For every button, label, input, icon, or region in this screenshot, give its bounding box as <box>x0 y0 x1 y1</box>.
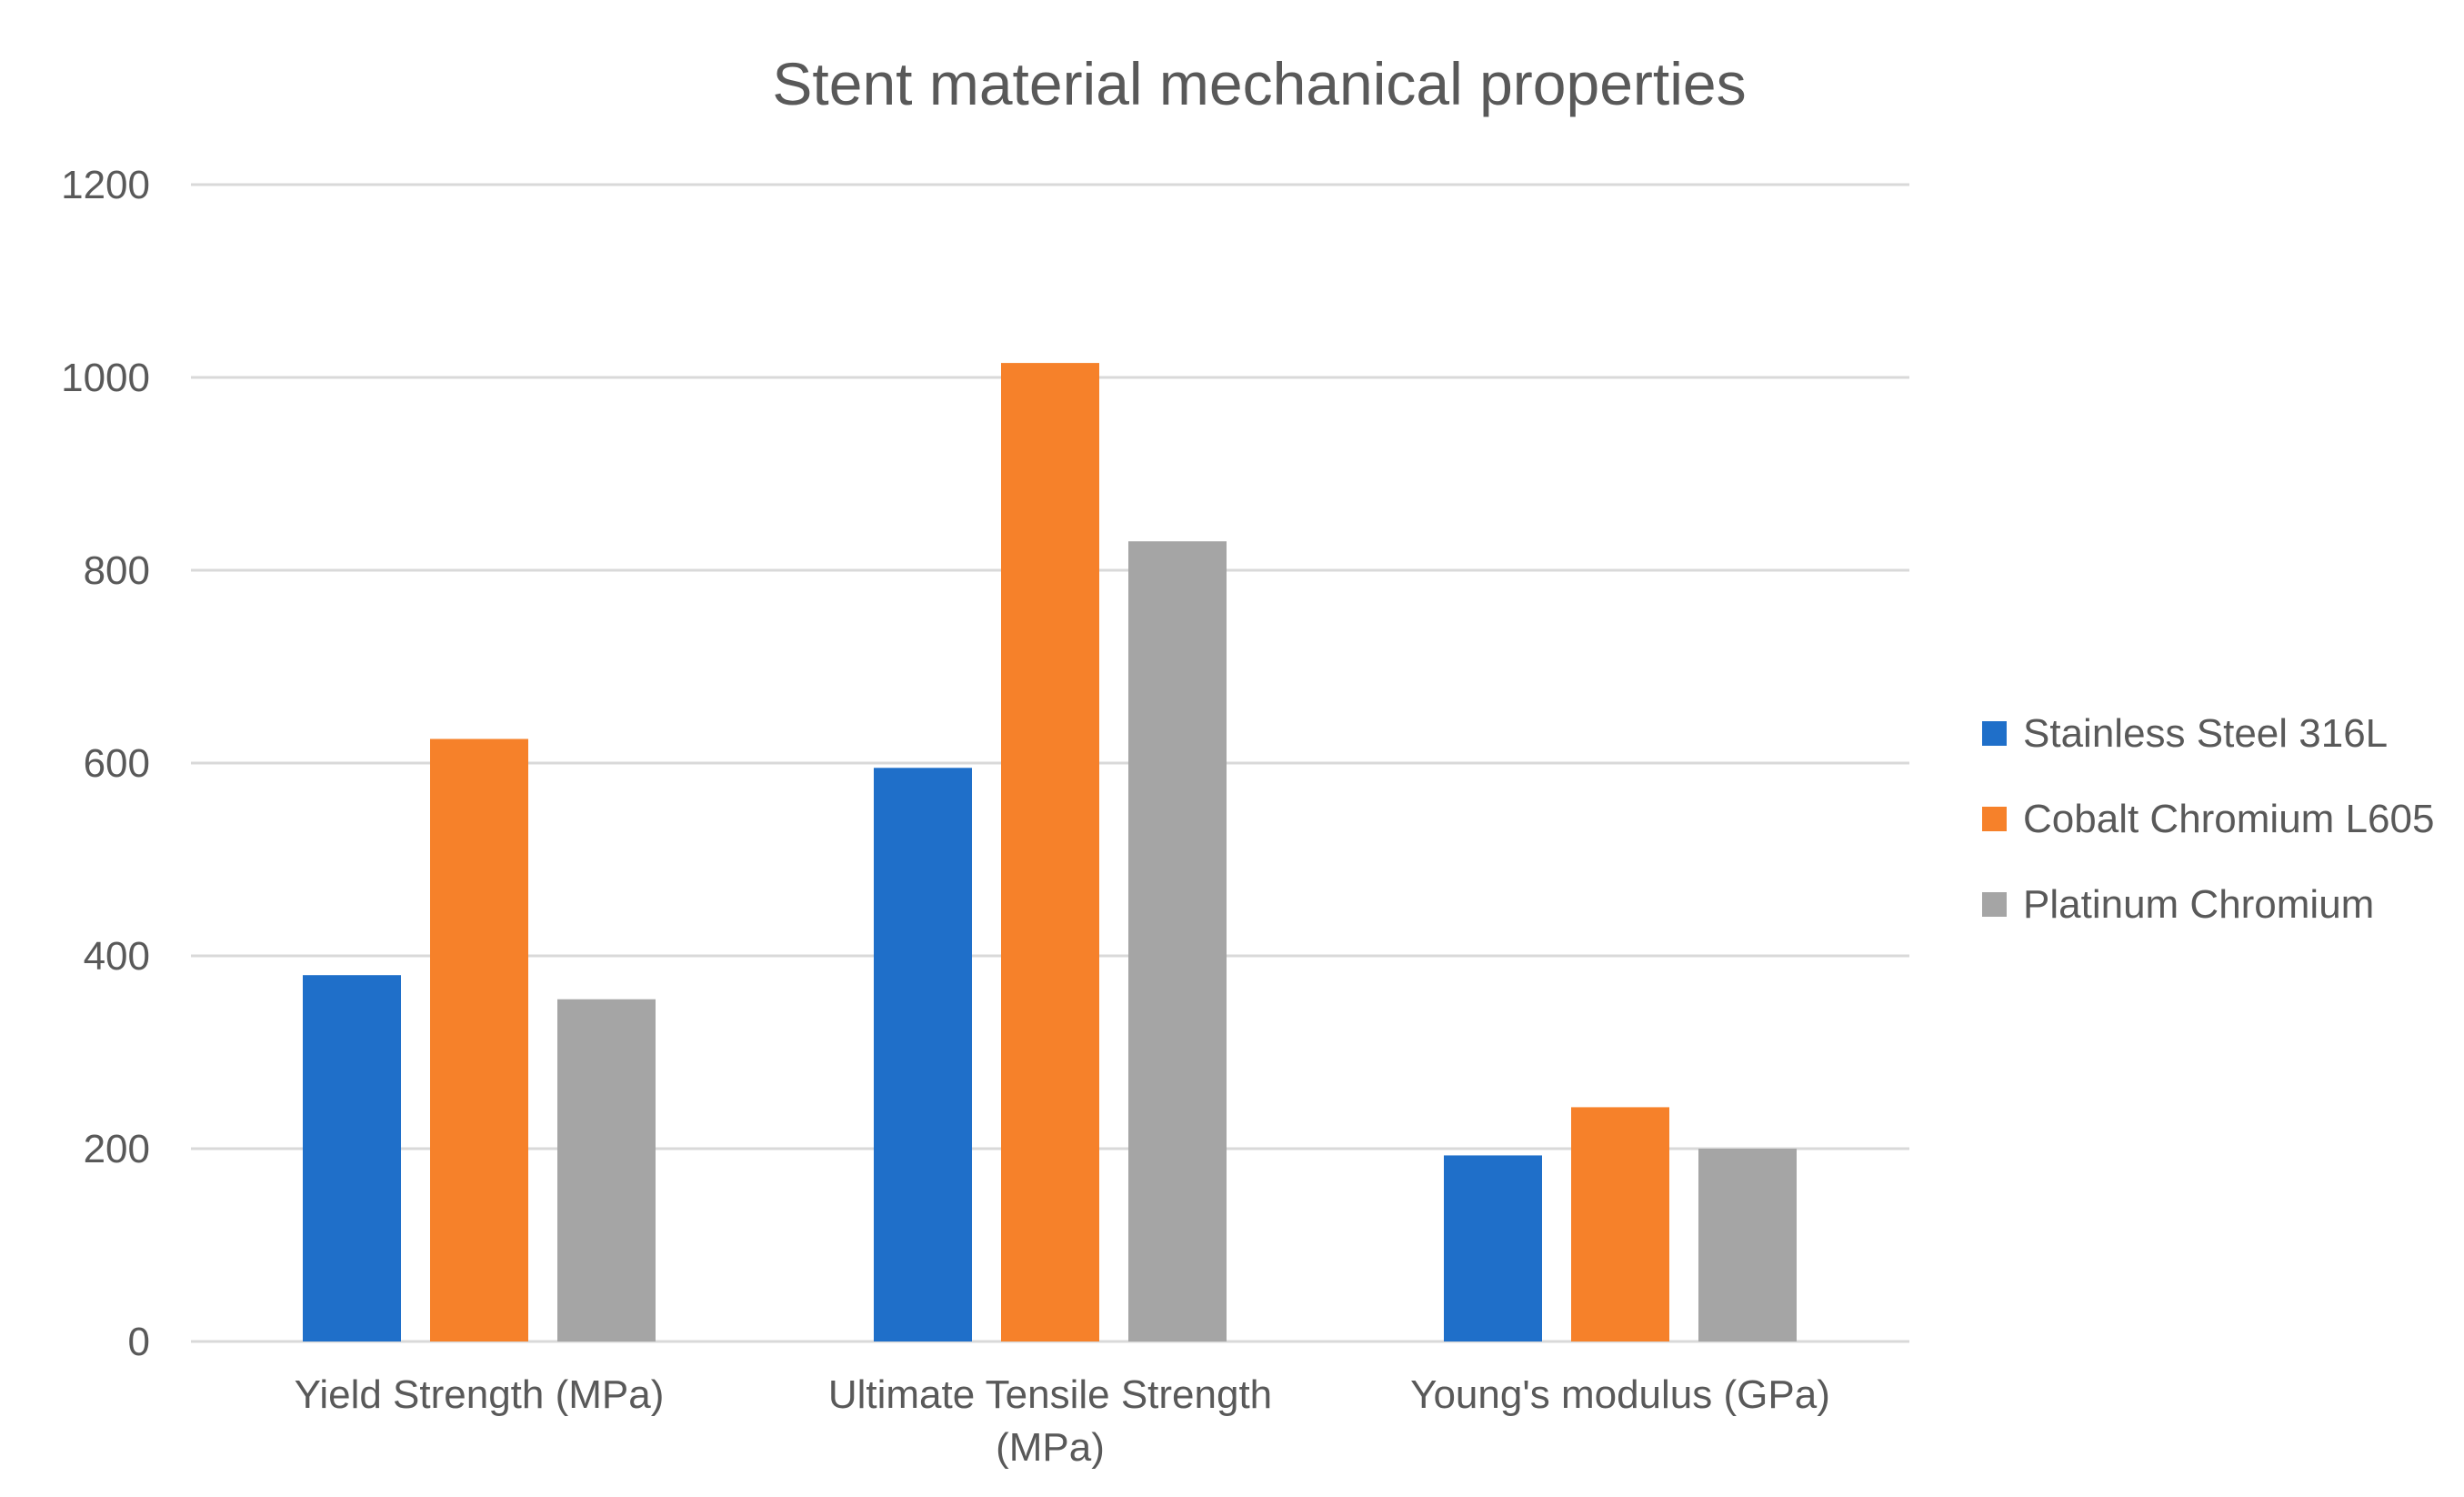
x-category-label: Young's modulus (GPa) <box>1410 1372 1830 1417</box>
bar-cobalt-chromium-l605-2 <box>1571 1107 1669 1341</box>
bar-cobalt-chromium-l605-0 <box>430 738 528 1341</box>
y-tick-label: 400 <box>84 934 150 979</box>
legend-label: Platinum Chromium <box>2023 882 2374 927</box>
bars <box>303 363 1797 1342</box>
bar-stainless-steel-316l-1 <box>874 768 972 1341</box>
bar-stainless-steel-316l-0 <box>303 975 401 1341</box>
bar-stainless-steel-316l-2 <box>1444 1155 1542 1341</box>
bar-platinum-chromium-1 <box>1128 541 1227 1341</box>
x-category-label: Ultimate Tensile Strength <box>828 1372 1272 1417</box>
bar-platinum-chromium-0 <box>557 999 656 1341</box>
x-axis-categories: Yield Strength (MPa) Ultimate Tensile Str… <box>295 1372 1830 1470</box>
legend-swatch <box>1982 807 2007 831</box>
chart-title: Stent material mechanical properties <box>772 50 1746 117</box>
bar-cobalt-chromium-l605-1 <box>1001 363 1099 1342</box>
legend-label: Stainless Steel 316L <box>2023 711 2388 756</box>
legend-swatch <box>1982 721 2007 746</box>
y-tick-label: 1000 <box>61 356 150 400</box>
y-tick-label: 1200 <box>61 163 150 207</box>
bar-platinum-chromium-2 <box>1698 1149 1797 1341</box>
legend-label: Cobalt Chromium L605 <box>2023 797 2434 841</box>
y-tick-label: 0 <box>128 1320 150 1364</box>
y-tick-label: 600 <box>84 741 150 786</box>
legend-swatch <box>1982 892 2007 917</box>
legend: Stainless Steel 316L Cobalt Chromium L605… <box>1982 711 2434 927</box>
x-category-label: (MPa) <box>996 1425 1105 1470</box>
y-axis-ticks: 0 200 400 600 800 1000 1200 <box>61 163 150 1364</box>
x-category-label: Yield Strength (MPa) <box>295 1372 665 1417</box>
y-tick-label: 800 <box>84 548 150 593</box>
y-tick-label: 200 <box>84 1127 150 1171</box>
